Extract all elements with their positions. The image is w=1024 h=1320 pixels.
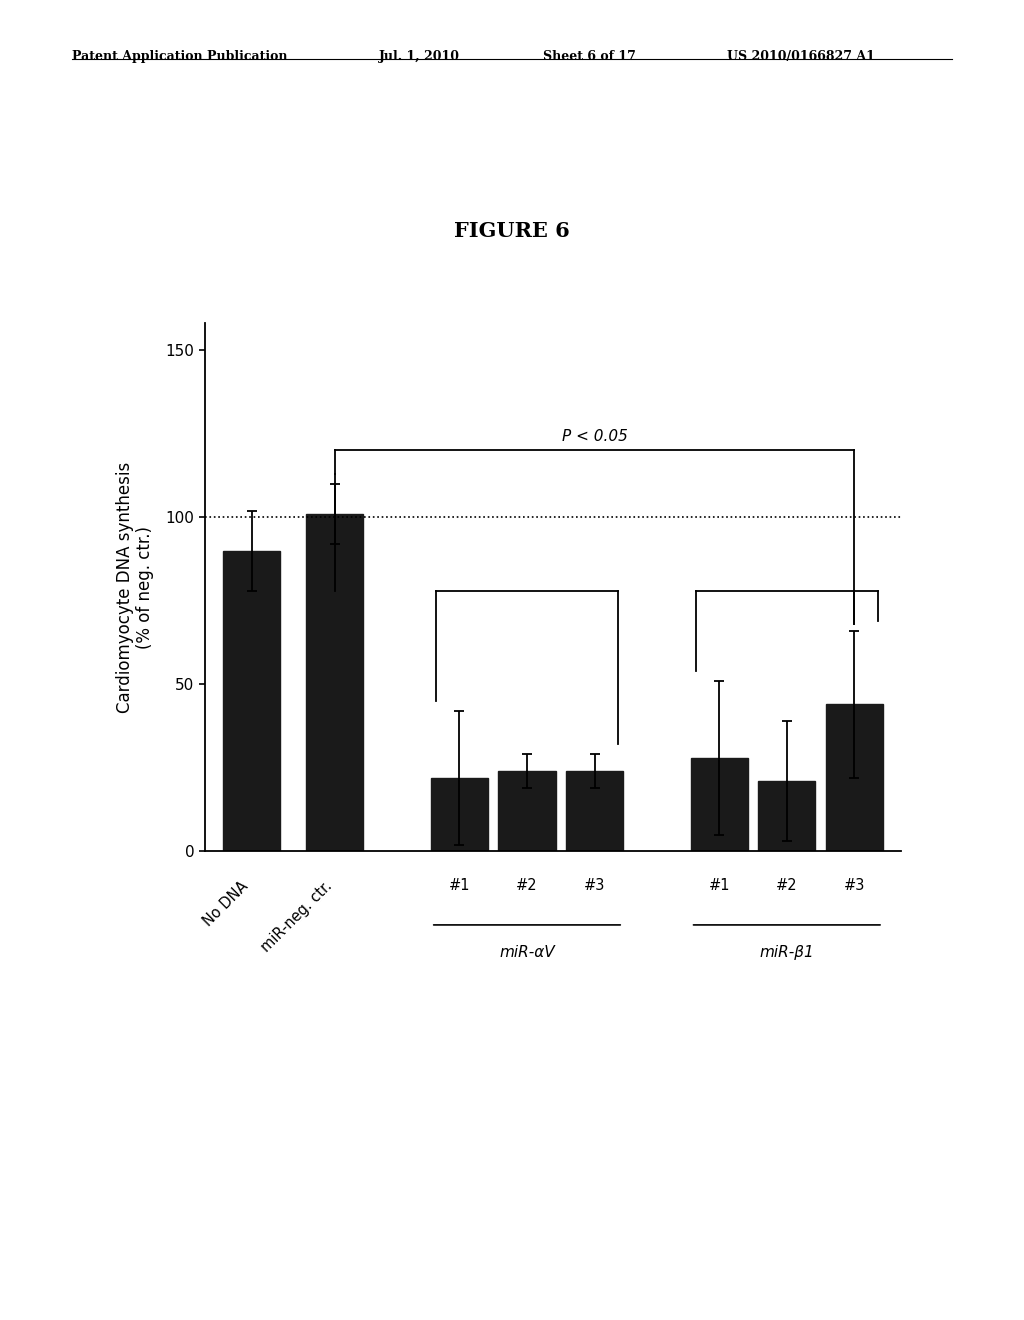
Text: #3: #3 (584, 878, 605, 894)
Text: No DNA: No DNA (201, 878, 252, 929)
Text: P < 0.05: P < 0.05 (561, 429, 628, 444)
Text: #3: #3 (844, 878, 865, 894)
Text: Jul. 1, 2010: Jul. 1, 2010 (379, 50, 460, 63)
Text: #1: #1 (449, 878, 470, 894)
Bar (306, 513, 364, 851)
Bar (499, 771, 556, 851)
Text: #1: #1 (709, 878, 730, 894)
Bar (690, 758, 748, 851)
Y-axis label: Cardiomyocyte DNA synthesis
(% of neg. ctr.): Cardiomyocyte DNA synthesis (% of neg. c… (116, 462, 155, 713)
Bar (431, 777, 488, 851)
Text: #2: #2 (776, 878, 798, 894)
Text: US 2010/0166827 A1: US 2010/0166827 A1 (727, 50, 874, 63)
Text: Patent Application Publication: Patent Application Publication (72, 50, 287, 63)
Text: miR-β1: miR-β1 (760, 945, 814, 960)
Text: Sheet 6 of 17: Sheet 6 of 17 (543, 50, 636, 63)
Text: miR-αV: miR-αV (499, 945, 555, 960)
Bar (223, 550, 281, 851)
Bar (825, 705, 883, 851)
Bar (566, 771, 624, 851)
Text: #2: #2 (516, 878, 538, 894)
Text: FIGURE 6: FIGURE 6 (454, 220, 570, 242)
Bar (758, 781, 815, 851)
Text: miR-neg. ctr.: miR-neg. ctr. (258, 878, 335, 954)
